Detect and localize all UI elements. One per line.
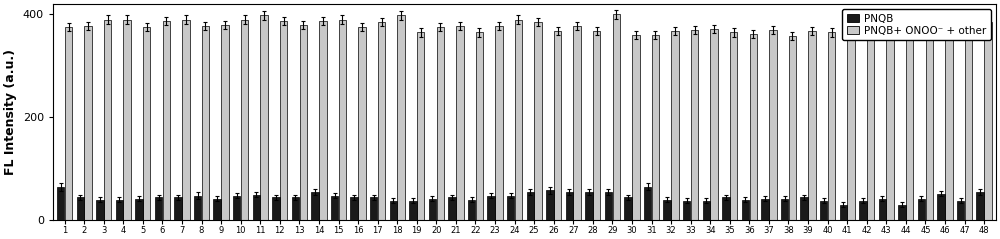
Bar (194, 196, 201, 220)
Bar (937, 194, 945, 220)
Bar (57, 187, 64, 220)
Bar (331, 196, 338, 220)
Bar (182, 20, 190, 220)
Bar (350, 197, 358, 220)
Y-axis label: FL Intensity (a.u.): FL Intensity (a.u.) (4, 49, 17, 175)
Bar (123, 20, 131, 220)
Bar (750, 34, 757, 220)
Bar (886, 29, 894, 220)
Bar (143, 27, 150, 220)
Bar (397, 16, 405, 220)
Bar (272, 197, 280, 220)
Bar (515, 20, 522, 220)
Bar (605, 192, 612, 220)
Bar (358, 27, 366, 220)
Bar (965, 30, 972, 220)
Bar (77, 197, 84, 220)
Bar (409, 201, 417, 220)
Bar (984, 22, 992, 220)
Bar (624, 197, 632, 220)
Bar (65, 27, 72, 220)
Bar (292, 197, 299, 220)
Bar (840, 205, 847, 220)
Bar (691, 30, 698, 220)
Bar (613, 14, 620, 220)
Bar (546, 190, 554, 220)
Bar (339, 20, 346, 220)
Bar (319, 21, 327, 220)
Bar (820, 201, 827, 220)
Bar (976, 192, 984, 220)
Bar (135, 199, 143, 220)
Bar (390, 201, 397, 220)
Bar (918, 199, 925, 220)
Bar (957, 201, 964, 220)
Bar (906, 27, 913, 220)
Bar (233, 196, 240, 220)
Bar (116, 200, 123, 220)
Bar (781, 199, 788, 220)
Bar (241, 20, 248, 220)
Bar (221, 25, 229, 220)
Bar (644, 187, 651, 220)
Bar (417, 33, 424, 220)
Bar (437, 27, 444, 220)
Bar (663, 200, 671, 220)
Legend: PNQB, PNQB+ ONOO⁻ + other: PNQB, PNQB+ ONOO⁻ + other (842, 9, 991, 40)
Bar (730, 33, 737, 220)
Bar (808, 31, 816, 220)
Bar (683, 201, 690, 220)
Bar (593, 31, 600, 220)
Bar (213, 199, 221, 220)
Bar (703, 201, 710, 220)
Bar (652, 35, 659, 220)
Bar (585, 192, 593, 220)
Bar (448, 197, 456, 220)
Bar (722, 197, 730, 220)
Bar (789, 36, 796, 220)
Bar (800, 197, 808, 220)
Bar (534, 22, 542, 220)
Bar (632, 35, 640, 220)
Bar (527, 192, 534, 220)
Bar (84, 26, 92, 220)
Bar (96, 200, 104, 220)
Bar (495, 26, 503, 220)
Bar (476, 33, 483, 220)
Bar (742, 200, 749, 220)
Bar (879, 199, 886, 220)
Bar (311, 192, 319, 220)
Bar (280, 21, 287, 220)
Bar (710, 29, 718, 220)
Bar (507, 196, 514, 220)
Bar (554, 31, 561, 220)
Bar (867, 26, 874, 220)
Bar (163, 21, 170, 220)
Bar (260, 16, 268, 220)
Bar (429, 199, 436, 220)
Bar (155, 197, 162, 220)
Bar (761, 199, 769, 220)
Bar (300, 25, 307, 220)
Bar (671, 31, 679, 220)
Bar (174, 197, 182, 220)
Bar (898, 205, 906, 220)
Bar (859, 201, 867, 220)
Bar (104, 20, 111, 220)
Bar (456, 26, 464, 220)
Bar (945, 26, 953, 220)
Bar (573, 26, 581, 220)
Bar (769, 30, 777, 220)
Bar (487, 196, 495, 220)
Bar (370, 197, 377, 220)
Bar (468, 200, 475, 220)
Bar (378, 22, 385, 220)
Bar (566, 192, 573, 220)
Bar (828, 33, 835, 220)
Bar (847, 31, 855, 220)
Bar (926, 33, 933, 220)
Bar (202, 26, 209, 220)
Bar (253, 195, 260, 220)
